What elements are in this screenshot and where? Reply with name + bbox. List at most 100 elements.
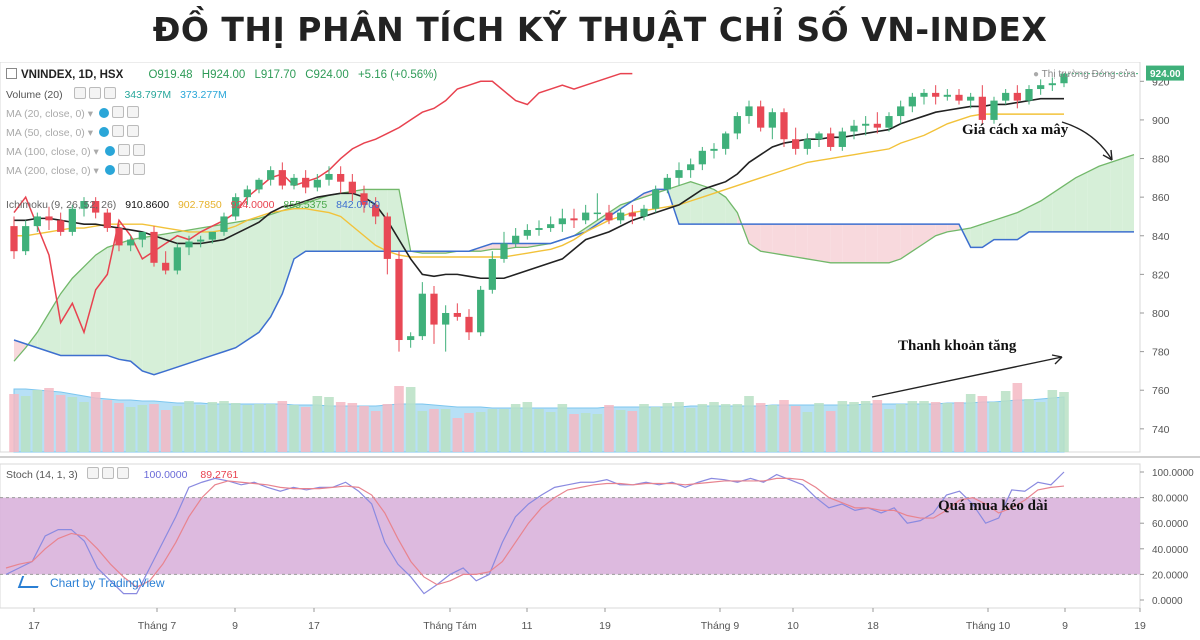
candle-body: [244, 189, 251, 197]
ichimoku-cloud-segment: [72, 267, 84, 356]
eye-icon[interactable]: [87, 467, 99, 479]
chart-canvas[interactable]: 740760780800820840860880900920924.000.00…: [0, 62, 1200, 640]
ichimoku-cloud-segment: [702, 186, 714, 225]
volume-bar: [278, 401, 288, 452]
volume-bar: [1036, 402, 1046, 452]
volume-bar: [208, 402, 218, 452]
volume-bar: [114, 403, 124, 452]
ma20-legend: MA (20, close, 0) ▾: [6, 106, 139, 120]
close-icon[interactable]: [133, 163, 145, 175]
volume-bar: [488, 409, 498, 452]
ohlc-open: O919.48: [148, 69, 192, 81]
settings-icon[interactable]: [102, 467, 114, 479]
volume-bar: [908, 401, 918, 452]
collapse-icon[interactable]: [6, 68, 17, 79]
close-icon[interactable]: [127, 106, 139, 118]
ichimoku-chikou-value: 924.0000: [231, 199, 275, 211]
x-tick-label: 17: [28, 620, 40, 632]
candle-body: [419, 294, 426, 336]
candle-body: [640, 209, 647, 217]
volume-label: Volume (20): [6, 89, 63, 101]
market-status-text: Thị trường Đóng cửa: [1042, 69, 1136, 80]
ma-label: MA (200, close, 0): [6, 165, 91, 177]
candle-body: [652, 189, 659, 208]
volume-bar: [546, 412, 556, 452]
ichimoku-tenkan-value: 910.8600: [125, 199, 169, 211]
y-tick-label: 800: [1152, 308, 1170, 320]
ichimoku-spana-value: 855.5375: [283, 199, 327, 211]
candle-body: [990, 101, 997, 120]
volume-bar: [744, 396, 754, 452]
close-icon[interactable]: [133, 144, 145, 156]
eye-icon[interactable]: [99, 108, 109, 118]
settings-icon[interactable]: [112, 125, 124, 137]
volume-bar: [173, 406, 183, 452]
volume-bar: [289, 405, 299, 452]
ichimoku-cloud-segment: [1087, 166, 1099, 232]
candle-body: [442, 313, 449, 325]
candle-body: [162, 263, 169, 271]
volume-bar: [733, 404, 743, 452]
volume-bar: [569, 414, 579, 452]
candle-body: [582, 213, 589, 221]
ichimoku-cloud-segment: [224, 222, 236, 351]
candle-body: [1037, 85, 1044, 89]
candle-body: [979, 97, 986, 120]
stoch-y-tick-label: 0.0000: [1152, 596, 1183, 607]
volume-bar: [791, 406, 801, 452]
last-price-tag-text: 924.00: [1150, 69, 1181, 80]
volume-bar: [79, 402, 89, 452]
volume-bar: [663, 403, 673, 452]
ohlc-high: H924.00: [202, 69, 245, 81]
x-tick-label: Tháng Tám: [423, 620, 477, 632]
tradingview-watermark[interactable]: Chart by TradingView: [20, 576, 165, 590]
ichimoku-cloud-segment: [1076, 172, 1088, 232]
volume-bar: [254, 404, 264, 452]
y-tick-label: 880: [1152, 154, 1170, 166]
eye-icon[interactable]: [105, 146, 115, 156]
volume-bar: [1001, 391, 1011, 452]
x-tick-label: 19: [599, 620, 611, 632]
stoch-y-tick-label: 60.0000: [1152, 519, 1189, 530]
ma50-legend: MA (50, close, 0) ▾: [6, 125, 139, 139]
candle-body: [150, 232, 157, 263]
settings-icon[interactable]: [89, 87, 101, 99]
tradingview-chart[interactable]: 740 760 780 800 820 840 860 880 900 920 924.00 0.00…: [0, 62, 1200, 640]
eye-icon[interactable]: [99, 127, 109, 137]
ichimoku-cloud-segment: [201, 226, 213, 359]
close-icon[interactable]: [104, 87, 116, 99]
settings-icon[interactable]: [118, 144, 130, 156]
volume-bar: [219, 401, 229, 452]
ichimoku-cloud-segment: [119, 240, 131, 362]
stoch-k-value: 100.0000: [144, 469, 188, 481]
candle-body: [45, 216, 52, 220]
ichimoku-cloud-segment: [1111, 159, 1123, 232]
candle-body: [1049, 83, 1056, 85]
settings-icon[interactable]: [118, 163, 130, 175]
volume-bar: [838, 401, 848, 452]
volume-bar: [884, 409, 894, 452]
annotation-cloud-gap: Giá cách xa mây: [962, 122, 1068, 139]
candle-body: [500, 243, 507, 258]
candle-body: [815, 133, 822, 139]
candle-body: [104, 213, 111, 228]
close-icon[interactable]: [117, 467, 129, 479]
volume-bar: [429, 409, 439, 452]
candle-body: [139, 232, 146, 240]
y-tick-label: 740: [1152, 424, 1170, 436]
ichimoku-cloud-segment: [831, 224, 843, 263]
volume-bar: [593, 414, 603, 452]
volume-bar: [476, 412, 486, 452]
x-tick-label: Tháng 10: [966, 620, 1011, 632]
volume-bar: [464, 413, 474, 452]
settings-icon[interactable]: [112, 106, 124, 118]
volume-bar: [861, 401, 871, 452]
stoch-legend: Stoch (14, 1, 3) 100.0000 89.2761: [6, 467, 238, 481]
volume-bar: [523, 402, 533, 452]
volume-bar: [651, 407, 661, 452]
volume-bar: [604, 405, 614, 452]
eye-icon[interactable]: [105, 165, 115, 175]
candle-body: [197, 240, 204, 242]
close-icon[interactable]: [127, 125, 139, 137]
eye-icon[interactable]: [74, 87, 86, 99]
